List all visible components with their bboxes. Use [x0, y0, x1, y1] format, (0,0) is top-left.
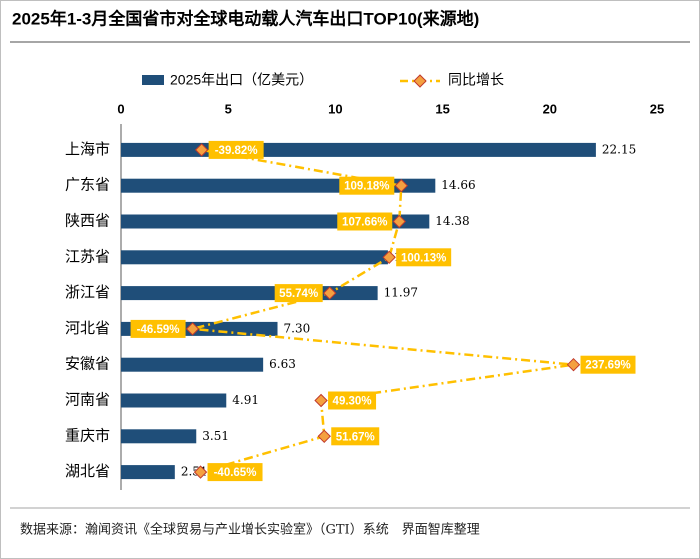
data-label-box [207, 463, 263, 482]
bar-value-label: 11.97 [384, 286, 418, 300]
growth-marker [317, 429, 331, 444]
data-label-box [396, 248, 452, 267]
data-label: 237.69% [585, 360, 630, 372]
data-label-box [208, 140, 264, 159]
y-tick-label: 江苏省 [65, 247, 110, 265]
data-label: 55.74% [279, 288, 318, 300]
data-label: -39.82% [215, 145, 258, 157]
bar-value-label: 6.63 [269, 357, 296, 371]
bar-value-label: 14.66 [441, 178, 475, 192]
legend-swatch [142, 75, 164, 85]
growth-marker [314, 393, 328, 408]
data-label-box [331, 427, 380, 446]
bar-value-label: 3.51 [202, 429, 229, 443]
x-tick-label: 5 [225, 101, 232, 116]
data-label-box [580, 355, 636, 374]
growth-line [192, 148, 574, 474]
x-tick-label: 0 [117, 101, 124, 116]
y-tick-label: 安徽省 [65, 355, 110, 373]
bar-value-label: 22.15 [602, 142, 636, 156]
bar [121, 429, 197, 444]
data-label: 49.30% [333, 396, 372, 408]
y-tick-label: 浙江省 [65, 283, 110, 301]
y-tick-label: 重庆市 [65, 426, 110, 444]
growth-marker [382, 250, 396, 265]
y-tick-label: 河北省 [65, 319, 110, 337]
bar [121, 142, 596, 157]
y-tick-label: 广东省 [65, 176, 110, 194]
growth-marker [193, 465, 208, 479]
bar-value-label: 14.38 [435, 214, 469, 228]
data-label-box [339, 176, 395, 195]
growth-marker [394, 178, 409, 193]
x-tick-label: 25 [650, 101, 664, 116]
growth-marker [194, 143, 209, 157]
data-label-box [337, 212, 393, 231]
bar [121, 250, 388, 265]
bar [121, 393, 227, 408]
bar [121, 286, 378, 301]
legend-label: 同比增长 [448, 72, 504, 88]
bar-value-label: 4.91 [232, 393, 259, 407]
y-tick-label: 河南省 [65, 391, 110, 409]
data-label: 100.13% [401, 252, 446, 264]
growth-marker [322, 286, 337, 300]
data-label: -46.59% [137, 324, 180, 336]
data-label: 107.66% [342, 217, 387, 229]
legend-label: 2025年出口（亿美元） [170, 72, 313, 88]
chart-title: 2025年1-3月全国省市对全球电动载人汽车出口TOP10(来源地) [12, 8, 479, 28]
data-label: -40.65% [214, 467, 257, 479]
y-tick-label: 陕西省 [65, 212, 110, 230]
x-tick-label: 15 [435, 101, 449, 116]
y-tick-label: 湖北省 [65, 462, 110, 480]
bar [121, 357, 264, 372]
y-tick-label: 上海市 [65, 140, 110, 158]
legend-marker [413, 74, 427, 88]
data-label-box [328, 391, 377, 410]
data-label-box [130, 319, 186, 338]
x-tick-label: 10 [328, 101, 342, 116]
growth-marker [185, 322, 200, 336]
bar-value-label: 7.30 [284, 321, 311, 335]
growth-marker [392, 214, 406, 229]
x-tick-label: 20 [543, 101, 557, 116]
data-label: 51.67% [336, 431, 375, 443]
source-note: 数据来源：瀚闻资讯《全球贸易与产业增长实验室》（GTI）系统 界面智库整理 [20, 522, 480, 538]
bar [121, 465, 175, 480]
data-label-box [274, 284, 323, 303]
data-label: 109.18% [344, 181, 389, 193]
growth-marker [566, 357, 581, 372]
